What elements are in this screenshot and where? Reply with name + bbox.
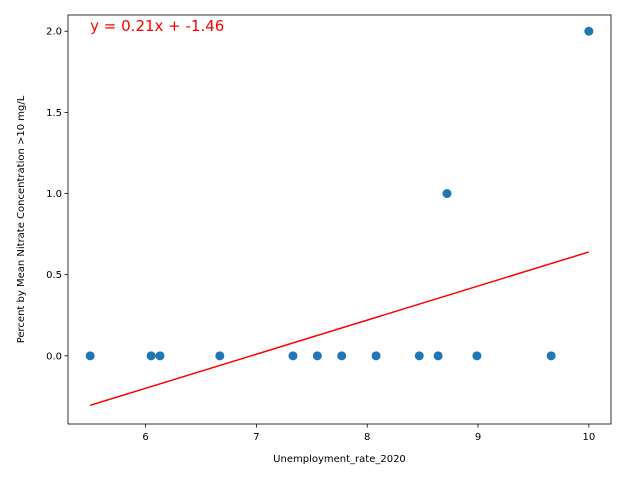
x-tick-label: 8 xyxy=(364,432,370,443)
data-point xyxy=(288,351,298,361)
y-axis-title: Percent by Mean Nitrate Concentration >1… xyxy=(16,95,27,343)
x-axis: 6 7 8 9 10 xyxy=(142,424,595,443)
y-tick-label: 2.0 xyxy=(46,27,62,38)
data-point xyxy=(371,351,381,361)
fit-line-layer xyxy=(89,251,590,407)
data-point xyxy=(546,351,556,361)
data-point xyxy=(414,351,424,361)
data-point xyxy=(215,351,225,361)
data-point xyxy=(584,26,594,36)
data-point xyxy=(337,351,347,361)
y-tick-label: 1.5 xyxy=(46,108,62,119)
y-axis: 0.0 0.5 1.0 1.5 2.0 xyxy=(46,27,68,362)
x-tick-label: 7 xyxy=(253,432,259,443)
points-layer xyxy=(85,26,594,361)
x-tick-label: 6 xyxy=(142,432,148,443)
data-point xyxy=(312,351,322,361)
y-tick-label: 0.5 xyxy=(46,270,62,281)
data-point xyxy=(146,351,156,361)
data-point xyxy=(442,189,452,199)
data-point xyxy=(433,351,443,361)
regression-equation: y = 0.21x + -1.46 xyxy=(90,17,224,35)
x-axis-title: Unemployment_rate_2020 xyxy=(273,454,406,465)
data-point xyxy=(155,351,165,361)
plot-frame xyxy=(67,14,612,425)
regression-line xyxy=(89,251,590,407)
y-tick-label: 0.0 xyxy=(46,351,62,362)
x-tick-label: 10 xyxy=(582,432,595,443)
x-tick-label: 9 xyxy=(475,432,481,443)
data-point xyxy=(472,351,482,361)
y-tick-label: 1.0 xyxy=(46,189,62,200)
data-point xyxy=(85,351,95,361)
